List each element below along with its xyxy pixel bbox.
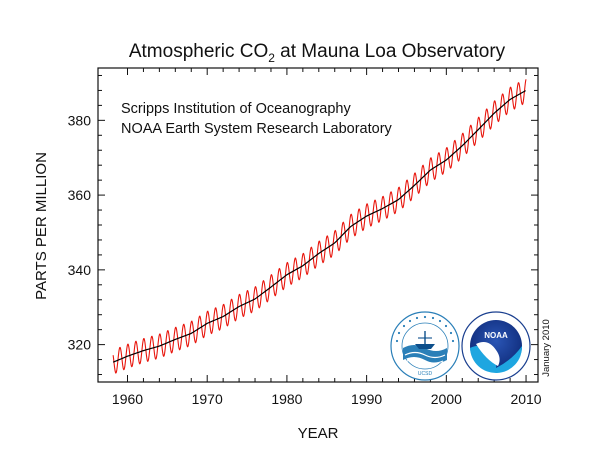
chart-title-prefix: Atmospheric CO [129, 41, 268, 62]
x-tick-label: 2010 [510, 391, 541, 407]
scripps-logo: UCSD [390, 311, 460, 381]
x-tick-label: 2000 [431, 391, 462, 407]
y-tick-label: 320 [68, 337, 92, 353]
chart-title-suffix: at Mauna Loa Observatory [275, 41, 506, 62]
x-tick-label: 1990 [351, 391, 382, 407]
y-tick-label: 360 [68, 187, 92, 203]
date-note: January 2010 [541, 319, 552, 377]
series-line-trend [112, 90, 526, 363]
axes: 1960 1970 1980 1990 2000 2010 320 340 360 380 [68, 68, 542, 407]
noaa-logo: NOAA [461, 311, 531, 381]
subtitle-line-2: NOAA Earth System Research Laboratory [121, 121, 393, 137]
chart-title: Atmospheric CO2 at Mauna Loa Observatory [129, 41, 506, 65]
scripps-logo-bottom-text: UCSD [418, 371, 433, 377]
y-tick-label: 380 [68, 112, 92, 128]
y-tick-label: 340 [68, 262, 92, 278]
x-axis-label: YEAR [298, 425, 339, 442]
x-tick-label: 1970 [192, 391, 223, 407]
x-tick-label: 1960 [112, 391, 143, 407]
x-tick-label: 1980 [271, 391, 302, 407]
series-line-monthly [112, 79, 527, 374]
y-axis-label: PARTS PER MILLION [33, 152, 50, 300]
subtitle-line-1: Scripps Institution of Oceanography [121, 101, 351, 117]
noaa-logo-text: NOAA [484, 331, 508, 340]
chart-title-subscript: 2 [268, 51, 275, 65]
